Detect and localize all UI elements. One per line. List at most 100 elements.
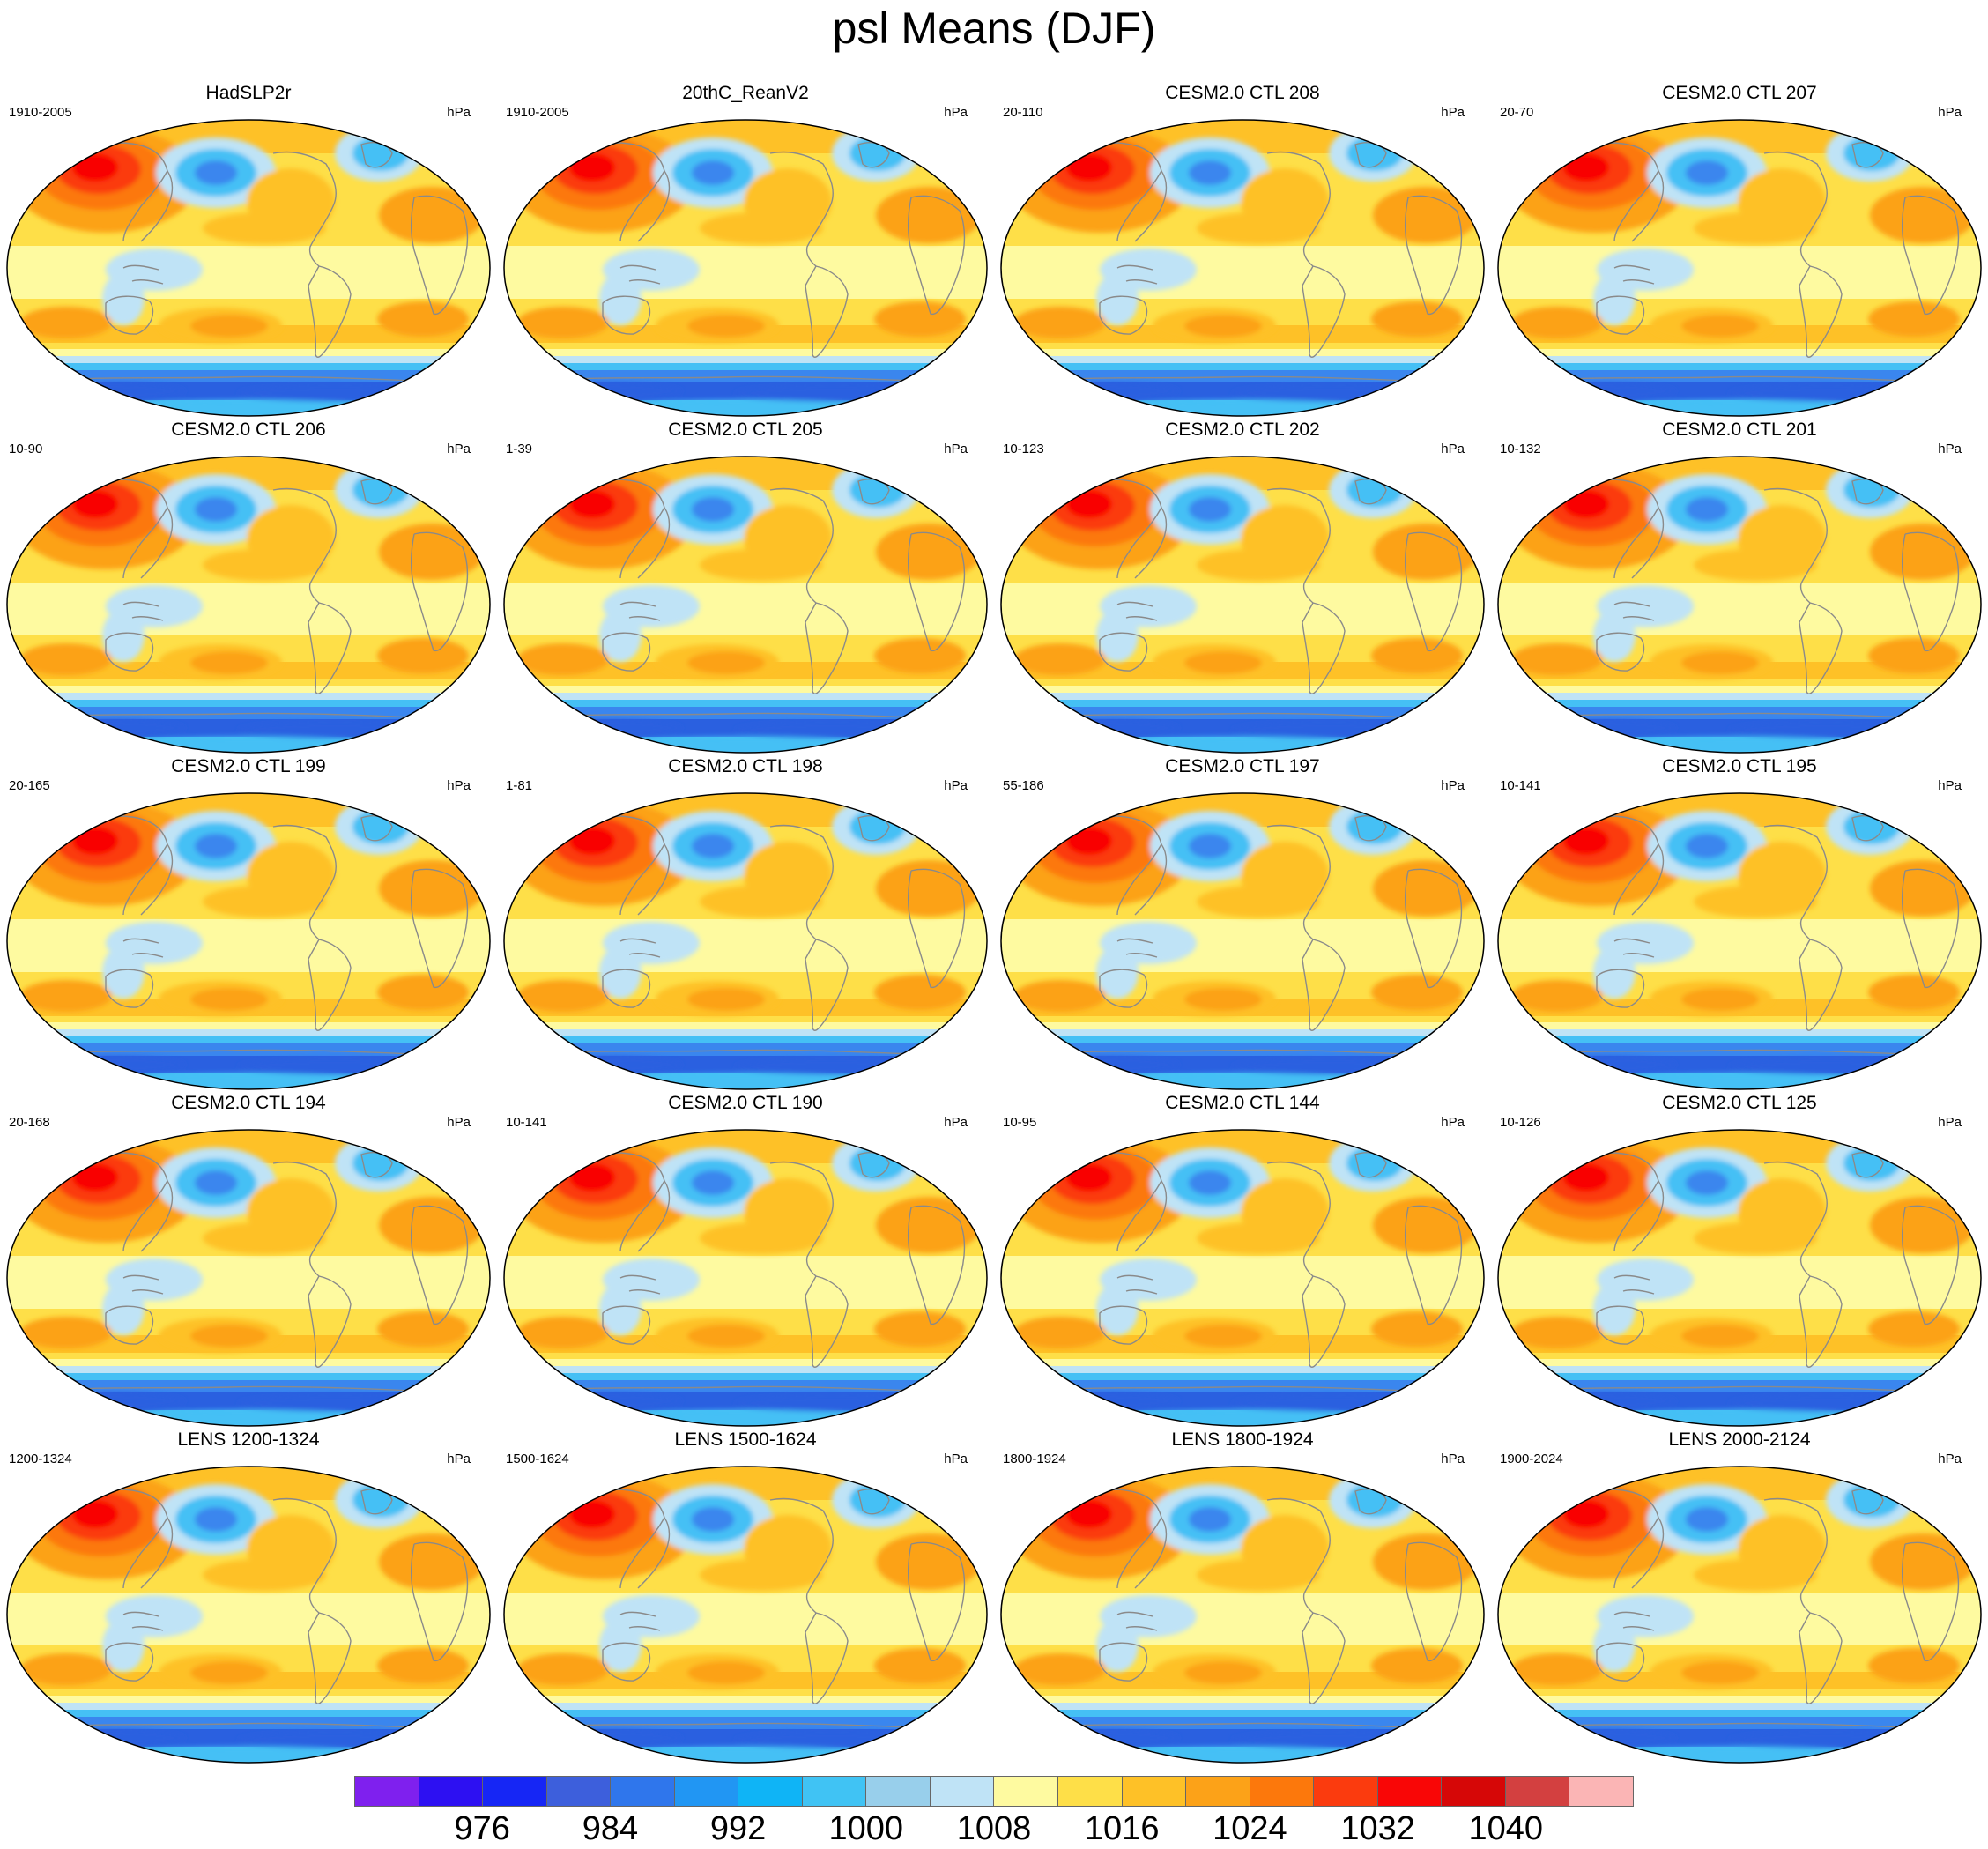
coastline: [1116, 601, 1158, 621]
pressure-band: [504, 363, 987, 370]
pressure-cell: [1102, 1410, 1383, 1426]
pressure-cell: [1197, 886, 1320, 917]
pressure-band: [504, 1022, 987, 1029]
pressure-cell: [20, 980, 112, 1012]
pressure-band: [1001, 356, 1484, 363]
pressure-cell: [1599, 737, 1880, 753]
pressure-cell: [605, 1410, 886, 1426]
panel-units-label: hPa: [1441, 778, 1465, 793]
pressure-cell: [735, 1058, 929, 1074]
coastline: [531, 375, 956, 383]
pressure-cell: [1020, 382, 1179, 400]
pressure-band: [1001, 349, 1484, 356]
pressure-band: [1498, 343, 1981, 349]
coastline: [1266, 487, 1331, 604]
pressure-map: [1000, 1466, 1485, 1764]
pressure-cell: [20, 1653, 112, 1685]
pressure-cell: [1694, 886, 1817, 917]
pressure-cell: [1096, 946, 1139, 999]
coastline: [1799, 939, 1843, 1031]
coastline: [1763, 151, 1828, 267]
coastline: [410, 195, 469, 315]
coastline: [1613, 1611, 1655, 1631]
pressure-band: [1498, 1366, 1981, 1373]
map-field: [7, 120, 490, 416]
panel-years-label: 1910-2005: [506, 105, 569, 120]
pressure-band: [1498, 1689, 1981, 1696]
pressure-cell: [700, 886, 823, 917]
pressure-band: [7, 1029, 490, 1036]
pressure-cell: [876, 187, 982, 243]
coastline: [34, 1049, 459, 1057]
pressure-band: [1001, 700, 1484, 707]
pressure-cell: [1232, 385, 1426, 401]
pressure-cell: [1371, 975, 1463, 1010]
panel-units-label: hPa: [1441, 1452, 1465, 1467]
coastline: [1763, 824, 1828, 940]
colorbar-swatch: [930, 1777, 995, 1806]
coastline: [1302, 265, 1346, 358]
pressure-cell: [1517, 719, 1676, 737]
pressure-band: [504, 700, 987, 707]
pressure-band: [1498, 1373, 1981, 1380]
panel-years-label: 10-95: [1003, 1115, 1037, 1130]
coastline: [1099, 632, 1148, 672]
coastline: [140, 1180, 174, 1252]
coastline: [1799, 265, 1843, 358]
pressure-band: [504, 246, 987, 299]
coastline: [1116, 1274, 1158, 1295]
pressure-cell: [377, 1311, 469, 1347]
pressure-cell: [379, 860, 485, 917]
pressure-band: [1001, 1353, 1484, 1359]
pressure-band: [1498, 1256, 1981, 1309]
pressure-cell: [1232, 1732, 1426, 1748]
pressure-band: [1498, 700, 1981, 707]
coastline: [308, 1275, 352, 1368]
pressure-band: [1498, 349, 1981, 356]
coastline: [410, 1205, 469, 1325]
coastline: [34, 1722, 459, 1730]
map-field: [1001, 120, 1484, 416]
pressure-band: [7, 363, 490, 370]
pressure-band: [1498, 1593, 1981, 1645]
pressure-cell: [1599, 400, 1880, 416]
pressure-band: [7, 1689, 490, 1696]
pressure-map: [503, 119, 988, 417]
pressure-cell: [1729, 722, 1923, 738]
panel-title: LENS 1500-1624: [674, 1429, 817, 1450]
coastline: [140, 507, 174, 579]
pressure-band: [7, 1016, 490, 1022]
pressure-band: [7, 693, 490, 700]
pressure-cell: [692, 1170, 734, 1195]
pressure-cell: [1729, 1732, 1923, 1748]
coastline: [602, 1642, 651, 1682]
pressure-cell: [1102, 737, 1383, 753]
map-panel: CESM2.0 CTL 207 20-70 hPa: [1491, 83, 1988, 418]
coastline: [1596, 1305, 1645, 1345]
pressure-map: [1497, 456, 1982, 754]
pressure-cell: [874, 638, 966, 673]
pressure-cell: [72, 827, 118, 855]
pressure-cell: [523, 719, 682, 737]
panel-years-label: 1-39: [506, 442, 533, 457]
panel-title: LENS 2000-2124: [1668, 1429, 1811, 1450]
pressure-cell: [1593, 1282, 1636, 1335]
pressure-cell: [1189, 160, 1231, 185]
coastlines: [17, 142, 469, 383]
coastline: [410, 531, 469, 651]
coastline: [272, 824, 337, 940]
pressure-map: [1497, 1466, 1982, 1764]
panel-units-label: hPa: [447, 105, 471, 120]
pressure-band: [1498, 356, 1981, 363]
pressure-map: [503, 456, 988, 754]
map-border: [1497, 119, 1982, 417]
pressure-map: [1497, 119, 1982, 417]
pressure-map: [1000, 1129, 1485, 1427]
pressure-band: [1498, 1016, 1981, 1022]
pressure-cell: [517, 1653, 609, 1685]
coastline: [272, 151, 337, 267]
pressure-cell: [1373, 1197, 1479, 1253]
map-field: [7, 457, 490, 753]
panel-units-label: hPa: [944, 1115, 968, 1130]
map-field: [1001, 457, 1484, 753]
